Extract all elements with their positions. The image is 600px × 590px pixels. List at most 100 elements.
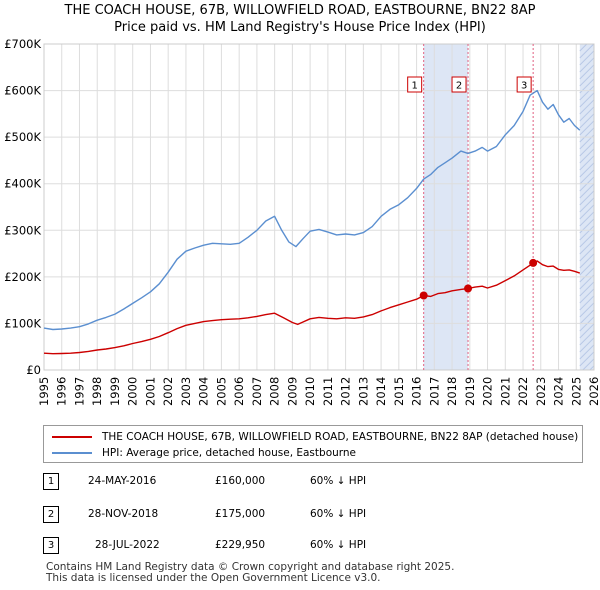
x-tick-label: 2002 [161,377,175,406]
x-tick-label: 2022 [516,377,530,406]
forecast-hatch [579,295,595,311]
y-tick-label: £100K [4,316,41,330]
legend-swatch-property [52,436,92,438]
price-chart: 1 2 3 £0 £100K £200K £300K £400K £500K £600K £700K… [4,37,600,406]
sale-point [529,258,538,267]
sale-label-box [516,76,532,93]
sale-label-box [407,76,423,93]
sale-point [419,291,428,300]
x-tick-label: 2025 [569,377,583,406]
x-tick-label: 2012 [339,377,353,406]
x-tick-label: 2018 [445,377,459,406]
forecast-hatch [579,197,595,213]
x-tick-label: 2003 [179,377,193,406]
sale-number: 2 [43,506,59,523]
forecast-hatch [579,43,595,59]
legend-label-property: THE COACH HOUSE, 67B, WILLOWFIELD ROAD, … [102,431,579,443]
forecast-hatch [579,323,595,339]
x-tick-label: 1995 [37,377,51,406]
sale-row: 3 28-JUL-2022 £229,950 60% ↓ HPI [0,537,600,555]
forecast-hatch [579,267,595,283]
forecast-hatch [579,253,595,269]
forecast-hatch [579,141,595,157]
sale-row: 2 28-NOV-2018 £175,000 60% ↓ HPI [0,506,600,524]
x-tick-label: 2009 [285,377,299,406]
x-tick-label: 2021 [498,377,512,406]
forecast-hatch [579,239,595,255]
x-tick-label: 2011 [321,377,335,406]
y-tick-label: £400K [4,177,41,191]
forecast-hatch [579,169,595,185]
x-tick-label: 2000 [126,377,140,406]
sale-label-box [451,76,467,93]
forecast-hatch [579,344,595,360]
x-tick-label: 2020 [481,377,495,406]
x-tick-label: 2017 [427,377,441,406]
footer-copyright: Contains HM Land Registry data © Crown c… [46,561,455,573]
legend-swatch-hpi [52,452,92,454]
sale-hpi-diff: 60% ↓ HPI [310,475,367,487]
sale-label: 1 [411,81,417,92]
forecast-hatch [579,225,595,241]
property-price-line [43,260,581,355]
sale-point [464,284,473,293]
forecast-hatch [579,71,595,87]
x-tick-label: 1997 [72,377,86,406]
forecast-hatch [579,85,595,101]
forecast-hatch [579,155,595,171]
forecast-hatch [579,162,595,178]
forecast-hatch [579,232,595,248]
forecast-hatch [579,99,595,115]
forecast-hatch [579,288,595,304]
x-tick-label: 2014 [374,377,388,406]
forecast-hatch [579,211,595,227]
plot-frame [43,43,595,371]
x-tick-label: 2010 [303,377,317,406]
x-tick-label: 1999 [108,377,122,406]
y-tick-label: £300K [4,223,41,237]
forecast-hatch [579,57,595,73]
forecast-hatch [579,190,595,206]
x-tick-label: 2013 [356,377,370,406]
chart-title: THE COACH HOUSE, 67B, WILLOWFIELD ROAD, … [64,3,536,18]
y-tick-label: £200K [4,270,41,284]
legend: THE COACH HOUSE, 67B, WILLOWFIELD ROAD, … [43,425,583,463]
forecast-hatch [579,204,595,220]
x-tick-label: 2005 [214,377,228,406]
sale-hpi-diff: 60% ↓ HPI [310,539,367,551]
forecast-hatch [579,183,595,199]
x-tick-label: 2023 [534,377,548,406]
forecast-hatch [579,246,595,262]
x-tick-label: 2026 [587,377,600,406]
y-tick-label: £500K [4,130,41,144]
sale-hpi-diff: 60% ↓ HPI [310,508,367,520]
x-tick-label: 2024 [552,377,566,406]
x-tick-label: 1996 [55,377,69,406]
forecast-hatch [579,351,595,367]
x-tick-label: 2015 [392,377,406,406]
forecast-hatch [582,358,595,371]
y-tick-label: £600K [4,84,41,98]
forecast-hatch [579,106,595,122]
x-tick-label: 2019 [463,377,477,406]
forecast-hatch [579,281,595,297]
legend-item-hpi: HPI: Average price, detached house, East… [52,445,356,461]
x-tick-label: 2006 [232,377,246,406]
sale-label: 2 [456,81,462,92]
forecast-hatch [579,43,588,52]
forecast-hatch [579,92,595,108]
legend-label-hpi: HPI: Average price, detached house, East… [102,447,357,459]
sale-date: 24-MAY-2016 [88,475,157,487]
forecast-hatch [579,337,595,353]
forecast-hatch [589,365,595,371]
forecast-hatch [579,113,595,129]
hpi-line [43,89,581,331]
forecast-hatch [579,148,595,164]
legend-item-property: THE COACH HOUSE, 67B, WILLOWFIELD ROAD, … [52,429,578,445]
shaded-range [423,44,469,370]
sale-number: 3 [43,537,59,554]
footer: Contains HM Land Registry data © Crown c… [46,562,454,584]
forecast-hatch [579,309,595,325]
sale-date: 28-NOV-2018 [88,508,159,520]
sale-label: 3 [521,81,527,92]
